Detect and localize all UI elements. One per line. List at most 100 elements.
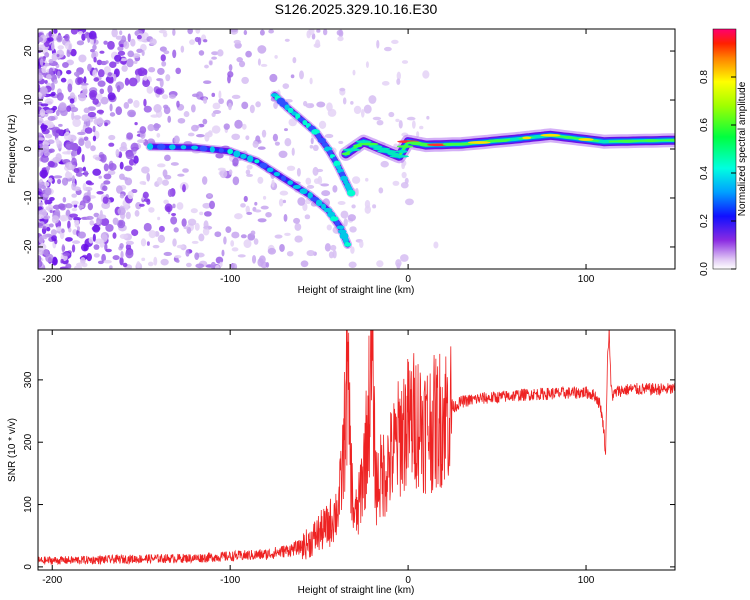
- y-tick-label: 100: [23, 496, 34, 513]
- noise-speckle: [376, 120, 384, 126]
- noise-speckle: [339, 87, 346, 92]
- colorbar-label: Normalized spectral amplitude: [737, 81, 748, 216]
- noise-speckle: [261, 129, 267, 138]
- noise-speckle: [64, 171, 73, 179]
- noise-speckle: [44, 98, 54, 105]
- noise-speckle: [318, 120, 327, 129]
- noise-speckle: [38, 160, 41, 168]
- noise-speckle: [231, 231, 240, 239]
- noise-speckle: [365, 61, 369, 69]
- noise-speckle: [60, 109, 68, 117]
- noise-speckle: [76, 226, 81, 231]
- noise-speckle: [38, 214, 44, 220]
- noise-speckle: [58, 123, 63, 127]
- noise-speckle: [40, 155, 49, 163]
- noise-speckle: [211, 56, 218, 60]
- ridge-blob: [315, 133, 322, 139]
- ridge-blob: [387, 152, 399, 156]
- noise-speckle: [127, 50, 135, 58]
- noise-speckle: [77, 131, 86, 136]
- noise-speckle: [190, 104, 196, 113]
- noise-speckle: [404, 198, 414, 206]
- colorbar-gradient: [712, 28, 737, 270]
- noise-speckle: [124, 77, 130, 86]
- noise-speckle: [54, 209, 61, 217]
- noise-speckle: [146, 198, 151, 205]
- noise-speckle: [257, 176, 264, 184]
- noise-speckle: [142, 79, 151, 88]
- x-tick-label: 0: [405, 274, 411, 285]
- noise-speckle: [272, 133, 279, 142]
- noise-speckle: [191, 124, 199, 132]
- noise-speckle: [89, 92, 97, 101]
- noise-speckle: [284, 232, 291, 236]
- noise-speckle: [72, 240, 81, 244]
- noise-speckle: [66, 49, 71, 58]
- noise-speckle: [124, 165, 133, 172]
- ridge-blob: [287, 180, 294, 185]
- ridge-blob: [209, 146, 215, 153]
- snr-y-axis: 0 100 200 300: [23, 371, 675, 570]
- noise-speckle: [175, 259, 180, 263]
- noise-speckle: [92, 44, 97, 51]
- noise-speckle: [283, 213, 288, 222]
- noise-speckle: [122, 262, 128, 268]
- noise-speckle: [246, 164, 253, 170]
- noise-speckle: [286, 165, 296, 171]
- noise-speckle: [92, 224, 101, 233]
- noise-speckle: [255, 135, 261, 143]
- noise-speckle: [183, 111, 190, 118]
- noise-speckle: [73, 71, 81, 77]
- noise-speckle: [107, 170, 116, 176]
- noise-speckle: [38, 137, 45, 141]
- noise-speckle: [38, 36, 44, 43]
- colorbar-tick-label: 0.2: [699, 214, 710, 228]
- noise-speckle: [368, 95, 377, 104]
- noise-speckle: [218, 90, 222, 99]
- ridge-blob: [341, 152, 351, 156]
- noise-speckle: [159, 46, 167, 52]
- noise-speckle: [60, 77, 67, 83]
- noise-speckle: [328, 251, 334, 259]
- noise-speckle: [63, 131, 71, 141]
- noise-speckle: [396, 78, 401, 85]
- noise-speckle: [282, 83, 290, 89]
- noise-speckle: [231, 263, 238, 269]
- noise-speckle: [153, 123, 161, 129]
- noise-speckle: [81, 114, 90, 122]
- noise-speckle: [125, 211, 131, 220]
- ridge-blob: [247, 155, 254, 163]
- noise-speckle: [70, 29, 78, 35]
- noise-speckle: [201, 176, 208, 185]
- noise-speckle: [163, 106, 171, 115]
- ridge-blob: [169, 144, 176, 150]
- colorbar-ticks: 0.0 0.2 0.4 0.6 0.8: [699, 70, 736, 276]
- ridge-blob: [291, 111, 298, 116]
- ridge-blob: [254, 159, 260, 164]
- noise-speckle: [137, 34, 142, 40]
- x-tick-label: 100: [578, 274, 595, 285]
- noise-speckle: [75, 171, 83, 177]
- ridge-blob: [266, 167, 274, 173]
- spectrogram-y-label: Frequency (Hz): [7, 115, 18, 184]
- noise-speckle: [78, 30, 83, 35]
- noise-speckle: [82, 90, 87, 95]
- noise-speckle: [326, 224, 332, 231]
- noise-speckle: [252, 140, 259, 148]
- noise-speckle: [62, 62, 69, 68]
- noise-speckle: [58, 102, 67, 111]
- noise-speckle: [60, 216, 66, 222]
- noise-speckle: [92, 168, 102, 176]
- noise-speckle: [117, 46, 124, 52]
- noise-speckle: [292, 57, 297, 64]
- noise-speckle: [38, 222, 44, 227]
- noise-speckle: [233, 39, 241, 45]
- noise-speckle: [47, 160, 55, 168]
- noise-speckle: [194, 252, 200, 260]
- noise-speckle: [141, 257, 146, 262]
- ridge-blob: [327, 211, 336, 218]
- noise-speckle: [108, 142, 115, 147]
- noise-speckle: [185, 262, 192, 268]
- noise-speckle: [249, 104, 255, 114]
- noise-speckle: [134, 68, 144, 77]
